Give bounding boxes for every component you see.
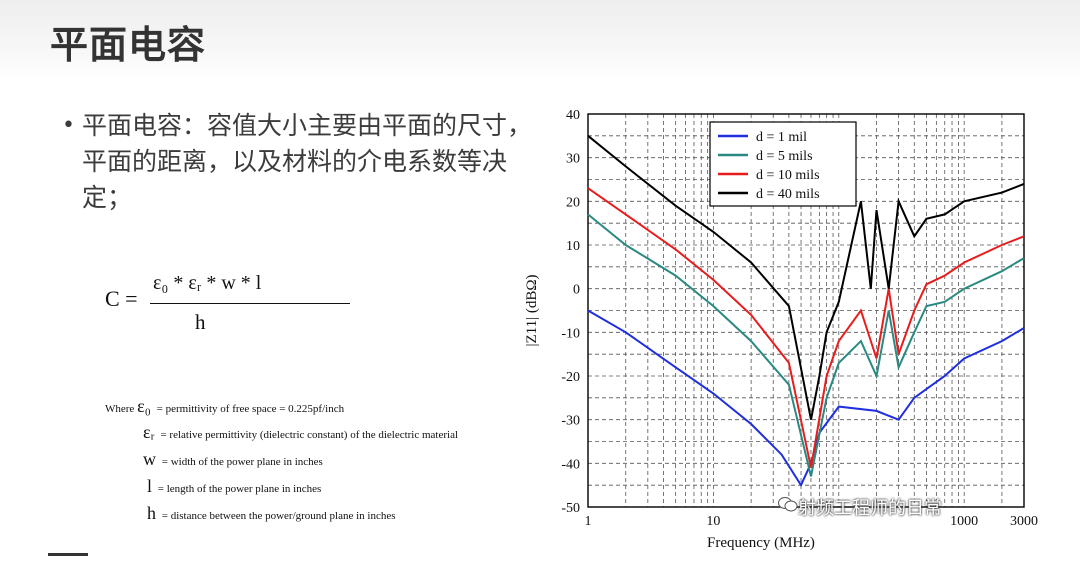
series-line <box>587 187 1025 468</box>
definition-text: = permittivity of free space = 0.225pf/i… <box>156 403 345 415</box>
y-tick-label: 40 <box>566 108 580 123</box>
y-tick-label: 10 <box>566 239 580 254</box>
x-tick-label: 3000 <box>1010 514 1038 529</box>
y-tick-label: 0 <box>573 283 580 298</box>
legend-label: d = 5 mils <box>756 149 813 164</box>
definition-text: = relative permittivity (dielectric cons… <box>160 429 459 441</box>
formula-lhs: C = <box>105 286 138 311</box>
definition-row: h = distance between the power/ground pl… <box>147 503 396 524</box>
capacitance-formula: C = ε₀ * εᵣ * w * l h <box>105 272 350 342</box>
y-tick-label: -10 <box>561 326 580 341</box>
x-tick-label: 1 <box>585 514 592 529</box>
definition-symbol: l <box>147 476 153 496</box>
definition-symbol: ε₀ <box>137 396 151 416</box>
formula-numerator: ε₀ * εᵣ * w * l <box>153 272 262 294</box>
definition-row: εᵣ = relative permittivity (dielectric c… <box>143 422 458 443</box>
x-axis-label: Frequency (MHz) <box>707 535 815 551</box>
definition-row: w = width of the power plane in inches <box>143 449 323 470</box>
bullet-text: 平面电容：容值大小主要由平面的尺寸，平面的距离，以及材料的介电系数等决定； <box>82 111 533 212</box>
y-tick-label: -40 <box>561 457 580 472</box>
y-tick-label: 20 <box>566 195 580 210</box>
definition-row: Where ε₀ = permittivity of free space = … <box>105 396 345 416</box>
series-line <box>587 309 1025 488</box>
watermark-text: 射频工程师的日常 <box>798 498 942 519</box>
y-tick-label: -30 <box>561 414 580 429</box>
legend-label: d = 40 mils <box>756 187 820 202</box>
x-tick-label: 10 <box>706 514 720 529</box>
definition-text: = length of the power plane in inches <box>157 483 322 495</box>
definition-row: l = length of the power plane in inches <box>147 476 321 497</box>
definition-text: = width of the power plane in inches <box>161 456 323 468</box>
bullet-dot-icon: • <box>62 113 75 138</box>
formula-denominator: h <box>195 310 206 334</box>
series-line <box>587 135 1025 420</box>
impedance-chart-svg: 40 30 20 10 0 -10 -20 -30 -40 -50 1 10 1000 3000 Frequ… <box>524 108 1038 551</box>
y-tick-label: -50 <box>561 501 580 516</box>
x-tick-label: 1000 <box>950 514 978 529</box>
title-bar <box>0 0 1080 80</box>
definition-symbol: w <box>143 449 156 469</box>
definition-text: = distance between the power/ground plan… <box>161 510 396 522</box>
legend-label: d = 1 mil <box>756 130 807 145</box>
series-line <box>587 213 1025 477</box>
legend-label: d = 10 mils <box>756 168 820 183</box>
wechat-icon <box>778 497 798 512</box>
definition-symbol: εᵣ <box>143 422 155 442</box>
y-tick-label: 30 <box>566 152 580 167</box>
slide-title: 平面电容 <box>50 23 207 67</box>
y-axis-label: |Z11| (dBΩ) <box>524 274 540 346</box>
footer-line <box>48 553 88 556</box>
bullet-text-block: • 平面电容：容值大小主要由平面的尺寸，平面的距离，以及材料的介电系数等决定； <box>62 108 533 216</box>
y-tick-label: -20 <box>561 370 580 385</box>
fraction-bar <box>150 303 350 304</box>
definition-symbol: h <box>147 503 156 523</box>
impedance-chart: 40 30 20 10 0 -10 -20 -30 -40 -50 1 10 1000 3000 Frequ… <box>520 100 1080 557</box>
